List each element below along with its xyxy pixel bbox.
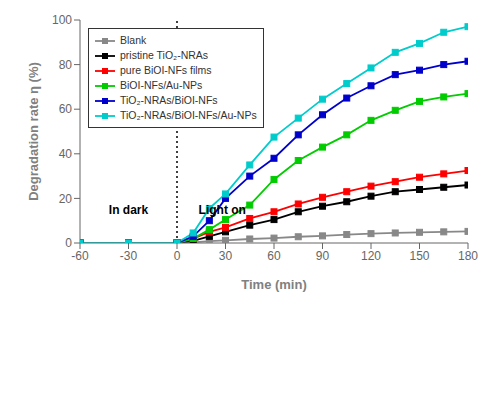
svg-text:90: 90: [316, 249, 330, 263]
svg-text:-60: -60: [71, 249, 89, 263]
html-text:pure BiOI-NFs films: pure BiOI-NFs films: [120, 64, 212, 76]
svg-text:80: 80: [59, 58, 73, 72]
svg-text:Degradation rate η (%): Degradation rate η (%): [26, 62, 41, 201]
svg-text:40: 40: [59, 147, 73, 161]
svg-text:-30: -30: [120, 249, 138, 263]
svg-text:Light on: Light on: [199, 203, 246, 217]
svg-text:180: 180: [458, 249, 478, 263]
svg-text:150: 150: [409, 249, 429, 263]
svg-text:Time (min): Time (min): [241, 277, 307, 292]
html-text:TiO₂-NRAs/BiOI-NFs/Au-NPs: TiO₂-NRAs/BiOI-NFs/Au-NPs: [120, 109, 257, 121]
svg-text:20: 20: [59, 192, 73, 206]
svg-text:100: 100: [52, 13, 72, 27]
svg-text:60: 60: [59, 102, 73, 116]
svg-text:30: 30: [219, 249, 233, 263]
svg-text:0: 0: [174, 249, 181, 263]
html-text:TiO₂-NRAs/BiOI-NFs: TiO₂-NRAs/BiOI-NFs: [120, 94, 218, 106]
html-text:Blank: Blank: [120, 34, 147, 46]
html-text:pristine TiO₂-NRAs: pristine TiO₂-NRAs: [120, 49, 209, 61]
html-text:BiOI-NFs/Au-NPs: BiOI-NFs/Au-NPs: [120, 79, 203, 91]
svg-text:120: 120: [361, 249, 381, 263]
svg-text:0: 0: [65, 236, 72, 250]
svg-text:60: 60: [267, 249, 281, 263]
svg-text:In dark: In dark: [109, 203, 149, 217]
